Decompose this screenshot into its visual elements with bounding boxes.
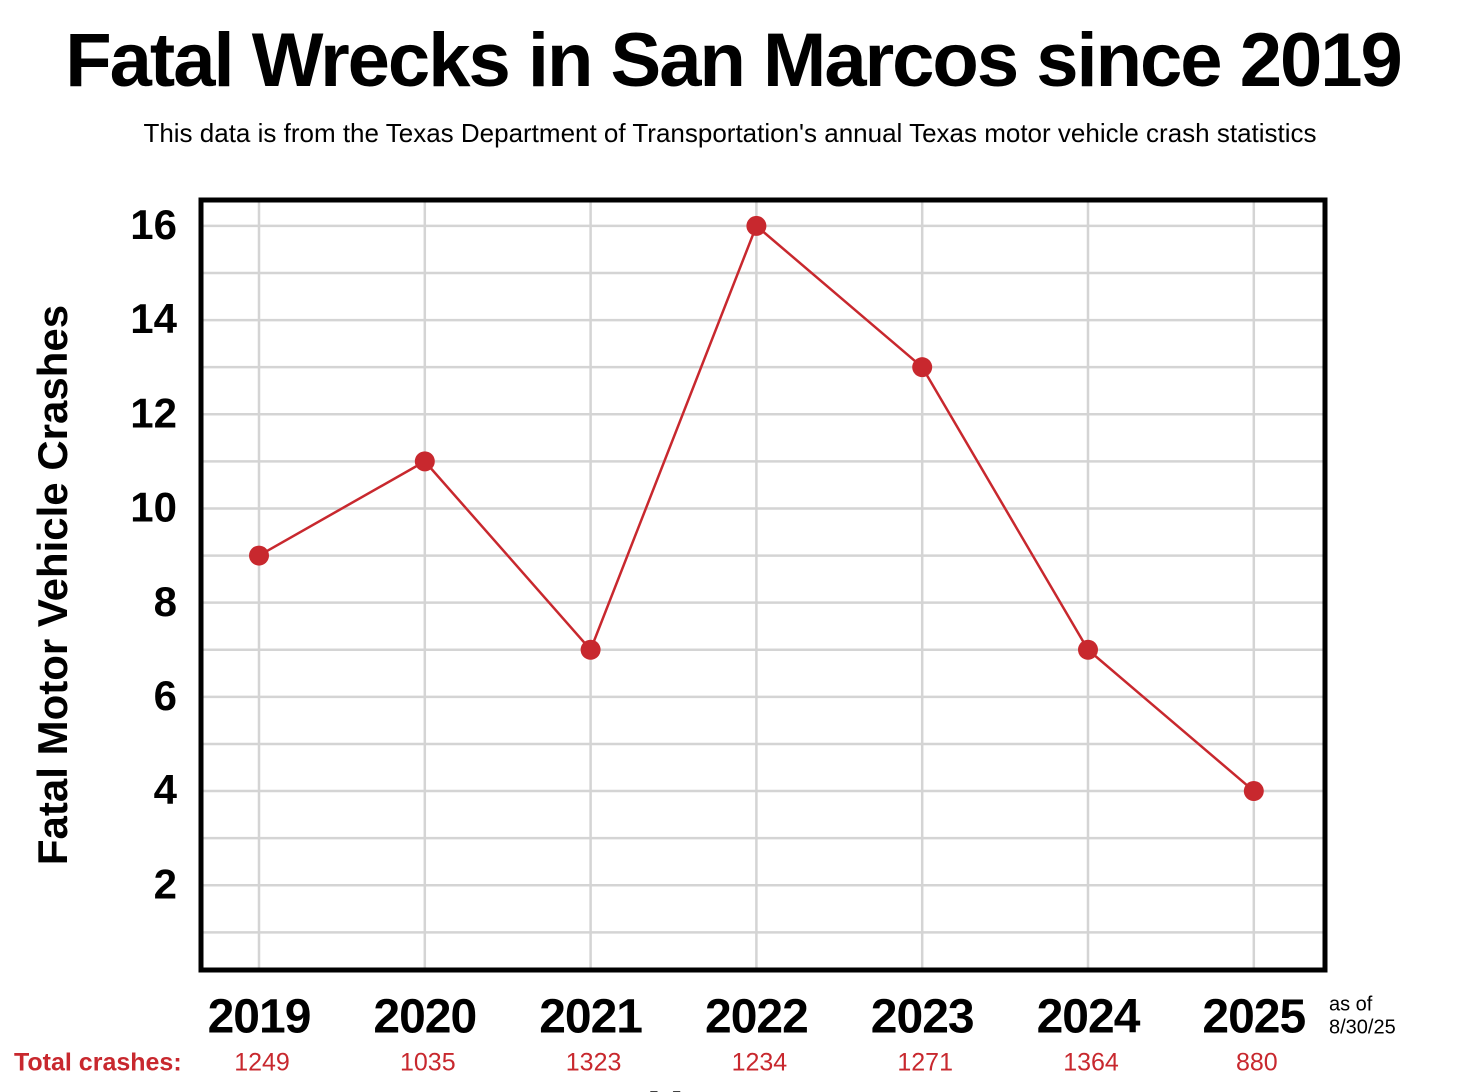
- x-tick-label: 2024: [1037, 991, 1141, 1044]
- total-crashes-label: Total crashes:: [14, 1049, 182, 1077]
- chart-title: Fatal Wrecks in San Marcos since 2019: [65, 18, 1401, 103]
- y-tick-label: 16: [130, 201, 177, 248]
- point: [414, 451, 435, 472]
- total-crashes-value: 1323: [566, 1049, 622, 1077]
- point: [1243, 781, 1264, 802]
- total-crashes-value: 880: [1236, 1049, 1278, 1077]
- marks: [249, 215, 1264, 802]
- total-crashes-value: 1234: [732, 1049, 788, 1077]
- annotation: 8/30/25: [1329, 1016, 1396, 1038]
- y-tick-label: 2: [154, 860, 177, 907]
- x-tick-label: 2023: [871, 991, 974, 1044]
- point: [249, 545, 269, 566]
- y-axis-label: Fatal Motor Vehicle Crashes: [29, 305, 76, 865]
- x-tick-label: 2025: [1202, 991, 1305, 1044]
- y-tick-label: 6: [154, 672, 177, 719]
- x-axis-label: Year: [649, 1083, 750, 1092]
- total-crashes-value: 1271: [897, 1049, 953, 1077]
- point: [580, 639, 601, 660]
- x-tick-label: 2019: [208, 991, 311, 1044]
- x-tick-label: 2022: [705, 991, 808, 1044]
- point: [746, 215, 767, 236]
- annotation: as of: [1329, 993, 1373, 1015]
- plot-frame: [198, 197, 1328, 973]
- x-tick-label: 2020: [373, 991, 476, 1044]
- point: [912, 357, 933, 378]
- y-tick-label: 4: [154, 766, 178, 813]
- y-tick-label: 8: [154, 578, 177, 625]
- point: [1078, 639, 1098, 660]
- y-tick-label: 12: [130, 389, 177, 436]
- total-crashes-value: 1249: [234, 1049, 290, 1077]
- chart-subtitle: This data is from the Texas Department o…: [143, 118, 1316, 148]
- y-tick-label: 14: [130, 295, 177, 342]
- x-tick-label: 2021: [539, 991, 642, 1044]
- total-crashes-value: 1364: [1063, 1049, 1119, 1077]
- grid: [201, 200, 1325, 970]
- total-crashes-value: 1035: [400, 1049, 456, 1077]
- y-tick-label: 10: [130, 484, 177, 531]
